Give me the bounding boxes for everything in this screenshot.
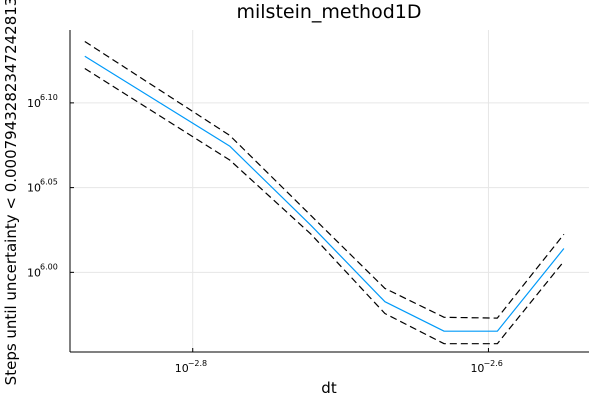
chart-title: milstein_method1D — [236, 1, 421, 23]
y-axis-label: Steps until uncertainty < 0.000794328234… — [2, 0, 20, 385]
y-tick-exponent: 6.00 — [40, 262, 58, 271]
y-tick-exponent: 6.05 — [40, 178, 58, 187]
y-tick-label: 10 — [27, 266, 41, 279]
x-tick-exponent: −2.6 — [483, 359, 502, 368]
axes — [69, 30, 589, 353]
series-line-mean — [84, 55, 565, 332]
y-tick-exponent: 6.10 — [40, 93, 58, 102]
series-line-lower — [84, 67, 565, 345]
x-axis-label: dt — [321, 379, 337, 397]
grid — [70, 30, 589, 352]
x-tick-exponent: −2.8 — [188, 359, 207, 368]
series-line-upper — [84, 40, 565, 319]
series-group — [84, 40, 565, 345]
x-tick-label: 10 — [470, 362, 484, 375]
x-tick-label: 10 — [175, 362, 189, 375]
y-tick-label: 10 — [27, 97, 41, 110]
y-tick-label: 10 — [27, 182, 41, 195]
